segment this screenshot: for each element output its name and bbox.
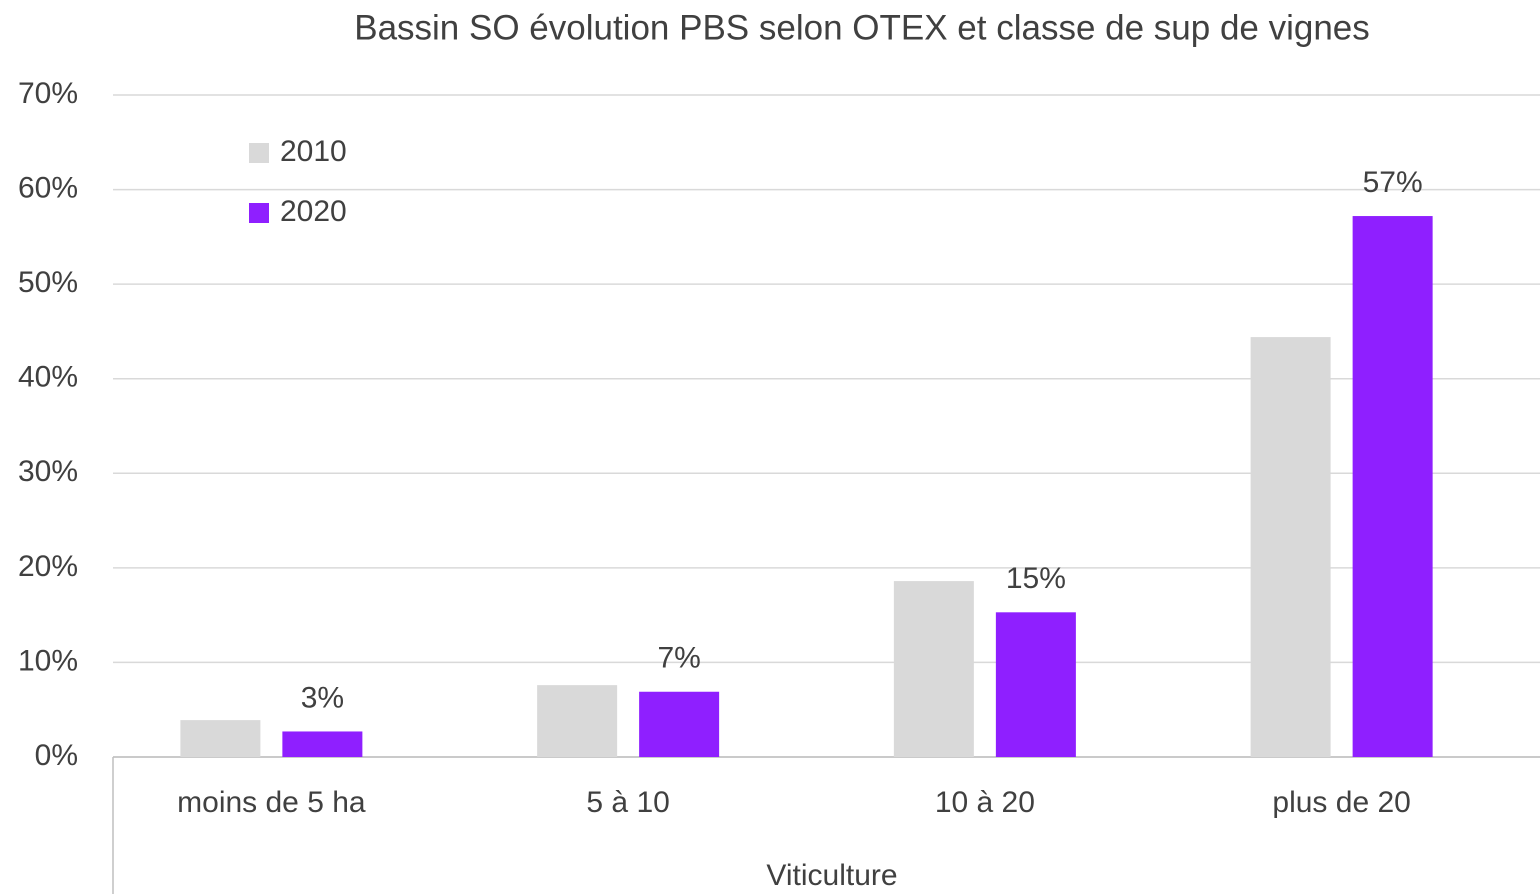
bar: [995, 612, 1076, 757]
y-tick-label: 40%: [18, 361, 78, 394]
x-tick-label: 5 à 10: [586, 786, 669, 819]
bar: [639, 691, 720, 757]
bar: [180, 720, 261, 757]
y-tick-label: 0%: [35, 739, 78, 772]
y-tick-label: 70%: [18, 77, 78, 110]
y-tick-label: 30%: [18, 455, 78, 488]
y-tick-label: 20%: [18, 550, 78, 583]
bar: [893, 581, 974, 757]
x-tick-label: moins de 5 ha: [177, 786, 366, 819]
legend-swatch: [249, 203, 269, 223]
chart-title: Bassin SO évolution PBS selon OTEX et cl…: [354, 8, 1370, 47]
x-axis-label: Viticulture: [766, 859, 897, 892]
legend-label: 2010: [280, 135, 347, 168]
bar: [282, 731, 363, 757]
legend-label: 2020: [280, 195, 347, 228]
x-tick-label: 10 à 20: [935, 786, 1035, 819]
y-tick-label: 60%: [18, 171, 78, 204]
y-tick-label: 50%: [18, 266, 78, 299]
data-label: 15%: [1006, 562, 1066, 595]
bar: [1250, 337, 1331, 757]
bar: [537, 685, 618, 757]
y-tick-label: 10%: [18, 644, 78, 677]
legend-swatch: [249, 143, 269, 163]
data-label: 7%: [657, 642, 700, 675]
data-label: 3%: [301, 681, 344, 714]
data-label: 57%: [1363, 166, 1423, 199]
bar: [1352, 216, 1433, 758]
x-tick-label: plus de 20: [1272, 786, 1410, 819]
